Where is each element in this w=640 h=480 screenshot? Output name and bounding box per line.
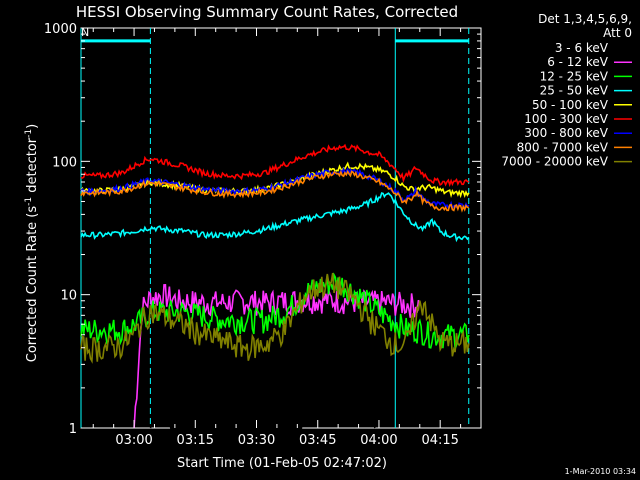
series-line-8 [80,272,470,364]
series-line-7 [80,169,469,213]
y-axis-label: Corrected Count Rate (s-1 detector-1) [24,124,40,362]
y-axis-label-sup2: -1 [24,129,34,138]
chart-title: HESSI Observing Summary Count Rates, Cor… [76,3,458,21]
legend-header-line2: Att 0 [603,26,632,40]
legend-label-1: 6 - 12 keV [547,55,609,69]
legend-header-line1: Det 1,3,4,5,6,9, [538,12,632,26]
x-tick-label-5: 04:15 [421,433,458,448]
x-tick-label-4: 04:00 [360,433,397,448]
x-tick-label-0: 03:00 [115,433,152,448]
legend-label-4: 50 - 100 keV [532,98,609,112]
y-axis-label-main: Corrected Count Rate (s [25,206,40,363]
legend-label-7: 800 - 7000 keV [517,140,609,154]
night-marker: N [81,26,89,39]
y-tick-label-2: 100 [52,155,77,170]
axis-ticks: 03:00 03:15 03:30 03:45 04:00 04:15 1 10 100 1000 [44,22,482,448]
footer-date: 1-Mar-2010 03:34 [565,467,636,476]
y-axis-label-sup1: -1 [24,197,34,206]
y-axis-label-end: ) [25,124,40,129]
x-tick-label-3: 03:45 [299,433,336,448]
legend-label-0: 3 - 6 keV [555,41,609,55]
x-axis-label: Start Time (01-Feb-05 02:47:02) [177,456,387,471]
series-lines [80,143,470,429]
legend-label-5: 100 - 300 keV [524,112,608,126]
y-tick-label-0: 1 [69,422,77,437]
series-line-0 [149,364,376,429]
legend-label-2: 12 - 25 keV [540,69,609,83]
legend-label-8: 7000 - 20000 keV [501,155,608,169]
x-tick-label-1: 03:15 [177,433,214,448]
legend-label-3: 25 - 50 keV [540,84,609,98]
y-tick-label-3: 1000 [44,22,77,37]
series-line-5 [80,143,470,188]
series-line-3 [80,192,470,243]
y-axis-label-mid: detector [25,137,40,197]
x-tick-label-2: 03:30 [238,433,275,448]
legend-label-6: 300 - 800 keV [524,126,608,140]
y-tick-label-1: 10 [60,289,77,304]
